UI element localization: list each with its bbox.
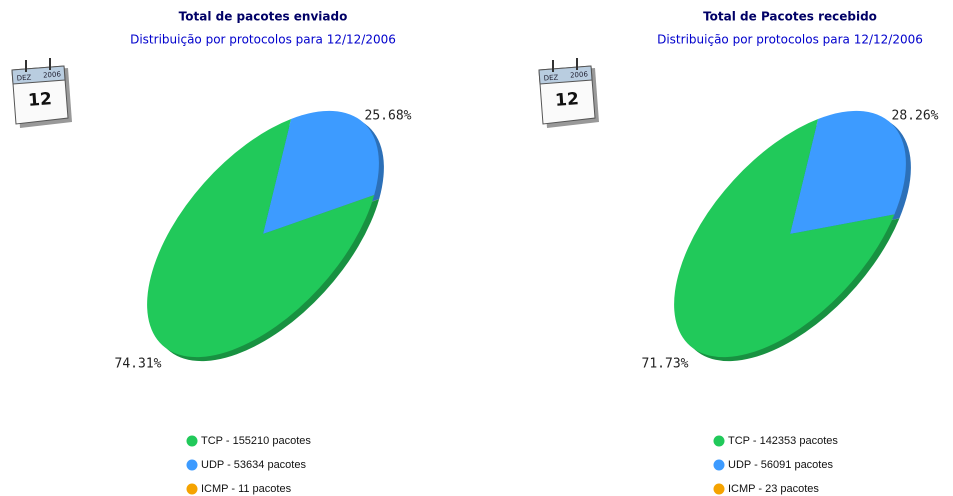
legend-label: TCP - 155210 pacotes (201, 435, 311, 447)
slice-label: 28.26% (892, 109, 939, 124)
legend-marker (186, 435, 198, 447)
calendar-month: DEZ (16, 73, 31, 82)
chart-title: Total de pacotes enviado (179, 10, 348, 24)
pie-slice (147, 119, 375, 358)
legend-marker (713, 435, 725, 447)
legend-label: ICMP - 23 pacotes (728, 483, 819, 495)
calendar-day: 12 (27, 89, 52, 111)
legend-marker (713, 459, 725, 471)
slice-label: 74.31% (115, 357, 162, 372)
pie (147, 110, 379, 358)
legend-marker (186, 483, 198, 495)
slice-label: 71.73% (642, 357, 689, 372)
calendar-icon: DEZ 2006 12 (11, 58, 72, 128)
pie-slice (790, 110, 906, 234)
legend-marker (713, 483, 725, 495)
chart-title: Total de Pacotes recebido (703, 10, 877, 24)
calendar-year: 2006 (570, 70, 589, 79)
chart-subtitle: Distribuição por protocolos para 12/12/2… (657, 33, 923, 47)
pie (674, 110, 906, 358)
chart-subtitle: Distribuição por protocolos para 12/12/2… (130, 33, 396, 47)
legend-label: UDP - 56091 pacotes (728, 459, 833, 471)
calendar-day: 12 (554, 89, 579, 111)
slice-label: 25.68% (365, 109, 412, 124)
calendar-year: 2006 (43, 70, 62, 79)
legend-label: TCP - 142353 pacotes (728, 435, 838, 447)
legend-label: ICMP - 11 pacotes (201, 483, 292, 495)
legend-label: UDP - 53634 pacotes (201, 459, 306, 471)
pie-slice (674, 119, 895, 358)
pie-slice (263, 110, 379, 234)
legend-marker (186, 459, 198, 471)
calendar-month: DEZ (543, 73, 558, 82)
calendar-icon: DEZ 2006 12 (538, 58, 599, 128)
